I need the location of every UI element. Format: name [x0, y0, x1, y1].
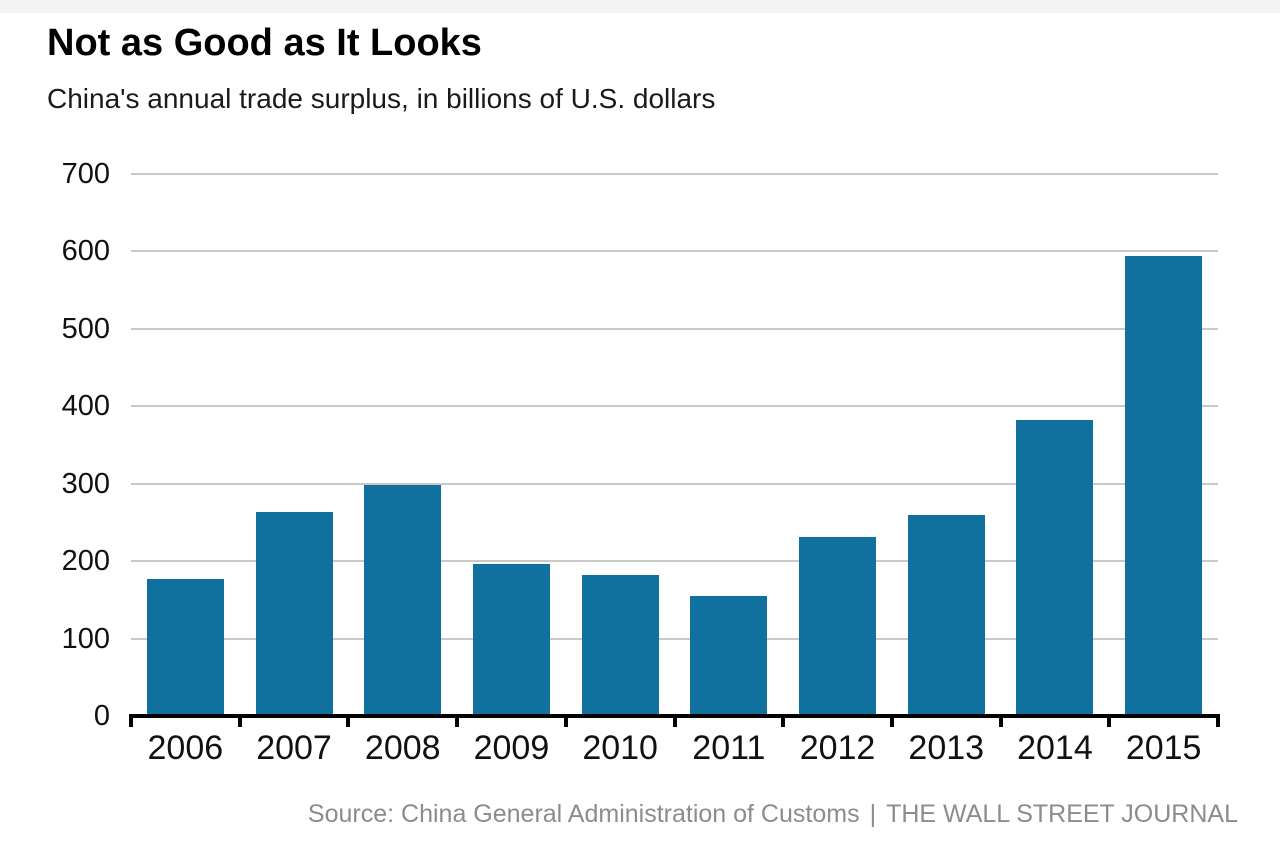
x-axis-tick	[1107, 714, 1112, 727]
gridline-600	[131, 250, 1218, 253]
x-axis-tick	[781, 714, 786, 727]
bar-2006	[146, 578, 224, 716]
bar-2014	[1016, 420, 1094, 716]
x-axis-tick	[346, 714, 351, 727]
bar-2012	[799, 537, 877, 716]
plot-area	[131, 173, 1218, 716]
chart-subtitle: China's annual trade surplus, in billion…	[47, 83, 716, 114]
x-axis-tick	[563, 714, 568, 727]
x-tick-label-2006: 2006	[147, 729, 224, 767]
source-divider: |	[869, 800, 877, 828]
x-tick-label-2015: 2015	[1125, 729, 1202, 767]
y-tick-label-200: 200	[61, 545, 110, 578]
x-tick-label-2007: 2007	[256, 729, 332, 767]
source-text: Source: China General Administration of …	[307, 800, 860, 828]
bar-2007	[255, 511, 333, 716]
x-tick-label-2012: 2012	[799, 729, 876, 767]
x-tick-label-2009: 2009	[473, 729, 550, 767]
bar-2013	[907, 515, 985, 716]
x-tick-label-2010: 2010	[582, 729, 658, 767]
bar-2015	[1125, 256, 1203, 716]
gridline-100	[131, 637, 1218, 640]
y-tick-label-100: 100	[61, 622, 110, 655]
x-axis-tick	[129, 714, 133, 727]
x-axis-tick	[455, 714, 460, 727]
attribution-text: THE WALL STREET JOURNAL	[886, 800, 1238, 828]
top-strip	[0, 0, 1280, 13]
y-tick-label-700: 700	[61, 158, 110, 190]
x-tick-label-2013: 2013	[908, 729, 985, 767]
gridline-500	[131, 327, 1218, 330]
x-tick-label-2014: 2014	[1017, 729, 1093, 767]
y-tick-label-400: 400	[61, 390, 110, 423]
y-tick-label-300: 300	[61, 467, 110, 500]
y-tick-label-500: 500	[61, 312, 110, 345]
bar-2009	[472, 564, 550, 716]
chart-title: Not as Good as It Looks	[47, 22, 482, 64]
x-tick-label-2011: 2011	[692, 729, 766, 767]
gridline-200	[131, 560, 1218, 563]
source-line: Source: China General Administration of …	[308, 800, 1238, 829]
y-tick-label-600: 600	[61, 235, 110, 268]
x-axis-tick	[672, 714, 677, 727]
x-axis: 2006 2007 2008 2009 2010 2011 2012 2013 2014 2015	[131, 728, 1218, 770]
y-axis: 0 100 200 300 400 500 600 700	[0, 158, 110, 732]
gridline-300	[131, 482, 1218, 485]
y-tick-label-0: 0	[93, 700, 110, 732]
gridline-700	[131, 173, 1218, 175]
bar-2008	[364, 485, 442, 716]
x-axis-tick	[998, 714, 1003, 727]
x-tick-label-2008: 2008	[364, 729, 441, 767]
x-axis-tick	[237, 714, 242, 727]
x-axis-tick	[1216, 714, 1220, 727]
gridline-400	[131, 405, 1218, 408]
bar-2011	[690, 596, 768, 716]
bar-2010	[581, 575, 659, 716]
x-axis-tick	[889, 714, 894, 727]
